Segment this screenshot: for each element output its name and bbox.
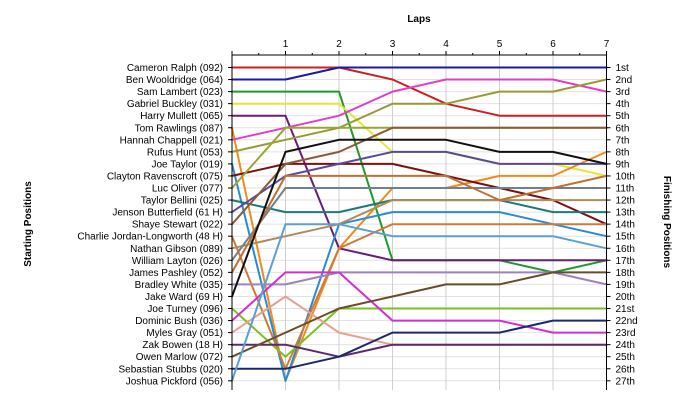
- x-tick-label: 5: [497, 39, 503, 50]
- series-line-14: [231, 126, 608, 226]
- finish-position-label: 8th: [616, 147, 630, 158]
- driver-label-14: Shaye Stewart (022): [132, 220, 223, 231]
- driver-label-10: Clayton Ravenscroft (075): [107, 171, 223, 182]
- y-axis-label-right: Finishing Positions: [661, 176, 672, 269]
- x-tick-label: 2: [336, 39, 342, 50]
- series-line-19: [231, 271, 608, 286]
- series-line-21: [231, 307, 608, 358]
- driver-label-11: Luc Oliver (077): [152, 184, 223, 195]
- driver-label-15: Charlie Jordan-Longworth (48 H): [77, 232, 223, 243]
- finish-position-label: 3rd: [616, 87, 630, 98]
- driver-label-17: William Layton (026): [132, 256, 223, 267]
- finish-position-label: 17th: [616, 256, 635, 267]
- series-line-13: [231, 150, 608, 214]
- finish-position-label: 16th: [616, 244, 635, 255]
- finish-position-label: 7th: [616, 135, 630, 146]
- driver-label-3: Sam Lambert (023): [137, 87, 223, 98]
- chart-title: Laps: [407, 14, 431, 25]
- series-line-17: [231, 187, 608, 262]
- driver-label-24: Zak Bowen (18 H): [142, 340, 223, 351]
- x-tick-label: 7: [604, 39, 610, 50]
- finish-position-label: 13th: [616, 208, 635, 219]
- finish-position-label: 11th: [616, 184, 635, 195]
- driver-label-27: Joshua Pickford (056): [126, 376, 223, 387]
- series-line-22: [231, 271, 608, 334]
- series-line-10: [231, 162, 608, 226]
- finish-position-label: 23rd: [616, 328, 636, 339]
- driver-label-21: Joe Turney (096): [147, 304, 223, 315]
- driver-label-13: Jenson Butterfield (61 H): [112, 208, 223, 219]
- finish-position-label: 15th: [616, 232, 635, 243]
- finish-position-label: 18th: [616, 268, 635, 279]
- driver-label-23: Myles Gray (051): [146, 328, 223, 339]
- series-line-9: [231, 162, 608, 382]
- driver-label-12: Taylor Bellini (025): [141, 196, 223, 207]
- finish-position-label: 1st: [616, 63, 630, 74]
- finish-position-label: 25th: [616, 352, 635, 363]
- driver-label-19: Bradley White (035): [135, 280, 223, 291]
- driver-label-5: Harry Mullett (065): [140, 111, 223, 122]
- finish-position-label: 21st: [616, 304, 635, 315]
- driver-label-8: Rufus Hunt (053): [147, 147, 223, 158]
- series-line-25: [231, 271, 608, 358]
- series-line-18: [231, 174, 608, 274]
- finish-position-label: 24th: [616, 340, 635, 351]
- series-line-26: [231, 319, 608, 370]
- finish-position-label: 22nd: [616, 316, 638, 327]
- finish-position-label: 9th: [616, 159, 630, 170]
- series-line-8: [231, 78, 608, 153]
- driver-label-4: Gabriel Buckley (031): [127, 99, 223, 110]
- x-tick-label: 6: [550, 39, 556, 50]
- driver-label-1: Cameron Ralph (092): [127, 63, 223, 74]
- x-tick-label: 4: [443, 39, 449, 50]
- series-line-24: [231, 343, 608, 358]
- driver-label-2: Ben Wooldridge (064): [126, 75, 223, 86]
- series-line-27: [231, 223, 608, 382]
- driver-label-20: Jake Ward (69 H): [145, 292, 223, 303]
- finish-position-label: 10th: [616, 171, 635, 182]
- finish-position-label: 14th: [616, 220, 635, 231]
- finish-position-label: 6th: [616, 123, 630, 134]
- finish-position-label: 27th: [616, 376, 635, 387]
- driver-label-9: Joe Taylor (019): [151, 159, 223, 170]
- axes: [228, 51, 611, 390]
- finish-position-label: 26th: [616, 364, 635, 375]
- finish-position-label: 5th: [616, 111, 630, 122]
- driver-label-16: Nathan Gibson (089): [130, 244, 223, 255]
- driver-label-18: James Pashley (052): [129, 268, 223, 279]
- series-lines: [231, 66, 608, 382]
- finish-position-label: 20th: [616, 292, 635, 303]
- series-line-16: [231, 199, 608, 250]
- x-tick-label: 3: [390, 39, 396, 50]
- finish-position-label: 2nd: [616, 75, 633, 86]
- driver-label-25: Owen Marlow (072): [136, 352, 223, 363]
- series-line-20: [231, 138, 608, 298]
- series-line-7: [231, 78, 608, 141]
- series-line-2: [231, 66, 608, 81]
- y-axis-label-left: Starting Positions: [23, 181, 34, 267]
- labels: 1 2 3 4 5 6 7 Cameron Ralph (092)Ben Wooldridge…: [77, 39, 637, 387]
- driver-label-22: Dominic Bush (036): [135, 316, 223, 327]
- series-line-1: [231, 66, 608, 117]
- driver-label-7: Hannah Chappell (021): [120, 135, 223, 146]
- finish-position-label: 4th: [616, 99, 630, 110]
- x-tick-label: 1: [283, 39, 289, 50]
- driver-label-6: Tom Rawlings (087): [135, 123, 223, 134]
- driver-label-26: Sebastian Stubbs (020): [118, 364, 223, 375]
- finish-position-label: 19th: [616, 280, 635, 291]
- finish-position-label: 12th: [616, 196, 635, 207]
